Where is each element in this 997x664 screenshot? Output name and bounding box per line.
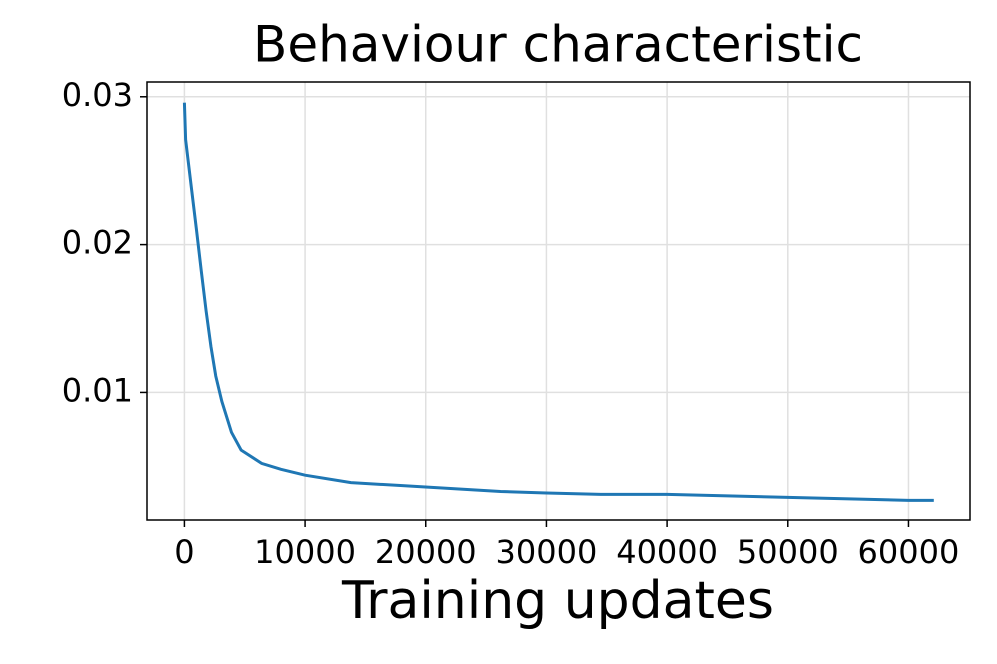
x-tick-label: 60000 (858, 533, 960, 571)
x-tick-label: 30000 (496, 533, 598, 571)
x-axis-label: Training updates (341, 571, 774, 631)
y-tick-label: 0.02 (62, 224, 133, 262)
x-tick-label: 20000 (375, 533, 477, 571)
x-tick-label: 40000 (616, 533, 718, 571)
x-tick-label: 0 (174, 533, 194, 571)
x-tick-label: 50000 (737, 533, 839, 571)
y-tick-label: 0.03 (62, 76, 133, 114)
chart-title: Behaviour characteristic (253, 16, 863, 74)
x-tick-label: 10000 (254, 533, 356, 571)
data-line (182, 102, 934, 502)
y-tick-label: 0.01 (62, 371, 133, 409)
plot-frame (146, 81, 971, 521)
